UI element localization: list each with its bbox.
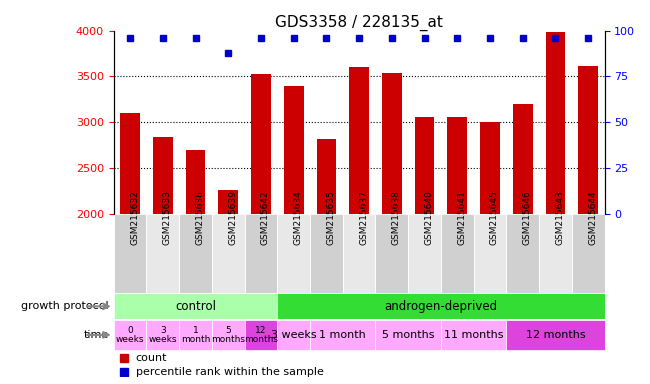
Bar	[447, 117, 467, 214]
Bar	[244, 214, 278, 293]
Text: 3 weeks: 3 weeks	[271, 330, 317, 340]
Bar	[310, 214, 343, 293]
Bar	[278, 320, 310, 350]
Text: GSM215645: GSM215645	[490, 190, 499, 245]
Bar	[179, 320, 212, 350]
Bar	[317, 139, 336, 214]
Bar	[120, 113, 140, 214]
Text: GSM215635: GSM215635	[326, 190, 335, 245]
Bar	[278, 293, 604, 319]
Text: 0
weeks: 0 weeks	[116, 326, 144, 344]
Bar	[539, 214, 572, 293]
Text: androgen-deprived: androgen-deprived	[384, 300, 497, 313]
Bar	[179, 214, 212, 293]
Text: 11 months: 11 months	[444, 330, 503, 340]
Bar	[186, 149, 205, 214]
Bar	[244, 320, 278, 350]
Text: 3
weeks: 3 weeks	[149, 326, 177, 344]
Text: 1
month: 1 month	[181, 326, 210, 344]
Text: 12
months: 12 months	[244, 326, 278, 344]
Bar	[441, 214, 474, 293]
Bar	[114, 320, 146, 350]
Bar	[278, 214, 310, 293]
Bar	[146, 320, 179, 350]
Text: GSM215636: GSM215636	[196, 190, 205, 245]
Text: percentile rank within the sample: percentile rank within the sample	[136, 367, 324, 377]
Bar	[218, 190, 238, 214]
Bar	[376, 214, 408, 293]
Bar	[572, 214, 604, 293]
Text: GSM215638: GSM215638	[392, 190, 401, 245]
Text: count: count	[136, 353, 167, 363]
Bar	[114, 293, 278, 319]
Bar	[376, 320, 441, 350]
Title: GDS3358 / 228135_at: GDS3358 / 228135_at	[275, 15, 443, 31]
Text: 5
months: 5 months	[211, 326, 245, 344]
Bar	[114, 214, 146, 293]
Bar	[153, 137, 173, 214]
Bar	[506, 320, 604, 350]
Bar	[343, 214, 376, 293]
Text: 1 month: 1 month	[319, 330, 366, 340]
Bar	[212, 320, 244, 350]
Text: GSM215642: GSM215642	[261, 190, 270, 245]
Text: GSM215639: GSM215639	[228, 190, 237, 245]
Bar	[545, 31, 566, 214]
Bar	[212, 214, 244, 293]
Bar	[408, 214, 441, 293]
Text: 5 months: 5 months	[382, 330, 434, 340]
Text: time: time	[84, 330, 109, 340]
Bar	[284, 86, 304, 214]
Text: growth protocol: growth protocol	[21, 301, 109, 311]
Bar	[513, 104, 532, 214]
Bar	[146, 214, 179, 293]
Bar	[382, 73, 402, 214]
Text: GSM215634: GSM215634	[294, 190, 303, 245]
Bar	[310, 320, 376, 350]
Text: GSM215640: GSM215640	[424, 190, 434, 245]
Bar	[349, 67, 369, 214]
Bar	[480, 122, 500, 214]
Text: GSM215641: GSM215641	[458, 190, 466, 245]
Text: GSM215643: GSM215643	[556, 190, 564, 245]
Bar	[474, 214, 506, 293]
Text: GSM215633: GSM215633	[162, 190, 172, 245]
Bar	[251, 74, 271, 214]
Text: GSM215632: GSM215632	[130, 190, 139, 245]
Text: 12 months: 12 months	[526, 330, 585, 340]
Bar	[506, 214, 539, 293]
Text: GSM215637: GSM215637	[359, 190, 368, 245]
Text: control: control	[175, 300, 216, 313]
Bar	[415, 117, 434, 214]
Text: GSM215646: GSM215646	[523, 190, 532, 245]
Text: GSM215644: GSM215644	[588, 190, 597, 245]
Bar	[578, 66, 598, 214]
Bar	[441, 320, 506, 350]
